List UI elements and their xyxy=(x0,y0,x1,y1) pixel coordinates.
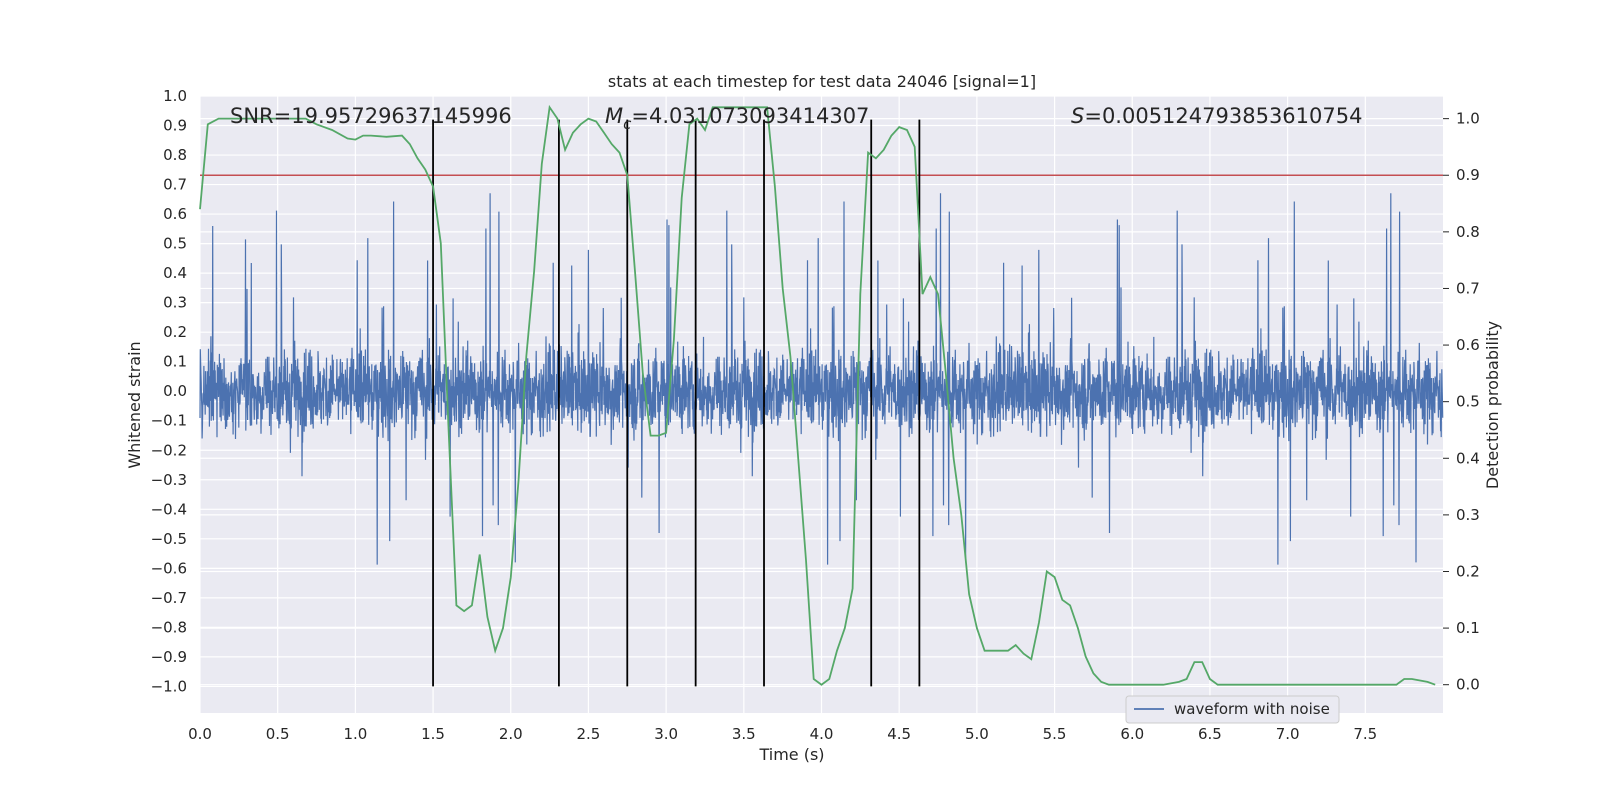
right-y-tick-label: 0.3 xyxy=(1456,506,1480,524)
y-axis-ticks: 1.0 0.9 0.8 0.7 0.6 0.5 0.4 0.3 0.2 0.1 0.0 −0.1 −0.… xyxy=(151,87,187,695)
annotations: SNR=19.95729637145996 Mc=4.0310730934143… xyxy=(230,104,1362,133)
y-tick-label: −1.0 xyxy=(151,677,187,695)
x-tick-label: 6.5 xyxy=(1198,725,1222,743)
x-tick-label: 0.0 xyxy=(188,725,212,743)
detection-probability-line xyxy=(199,104,1436,686)
x-axis-label: Time (s) xyxy=(758,745,824,764)
right-y-axis-label: Detection probability xyxy=(1483,321,1502,489)
x-tick-label: 1.5 xyxy=(421,725,445,743)
x-tick-label: 0.5 xyxy=(266,725,290,743)
x-tick-label: 5.5 xyxy=(1043,725,1067,743)
legend-box xyxy=(1125,695,1340,724)
y-tick-label: 0.6 xyxy=(163,205,187,223)
x-tick-label: 2.0 xyxy=(499,725,523,743)
legend-label-waveform: waveform with noise xyxy=(1174,700,1330,718)
x-axis-ticks: 0.0 0.5 1.0 1.5 2.0 2.5 3.0 3.5 4.0 4.5 5.0 5.5 6.0 6… xyxy=(188,725,1377,743)
right-y-tick-label: 1.0 xyxy=(1456,110,1480,128)
y-tick-label: −0.9 xyxy=(151,648,187,666)
x-tick-label: 7.5 xyxy=(1353,725,1377,743)
y-tick-label: 0.4 xyxy=(163,264,187,282)
y-tick-label: 0.8 xyxy=(163,146,187,164)
right-y-tick-label: 0.5 xyxy=(1456,393,1480,411)
y-tick-label: 0.9 xyxy=(163,117,187,135)
x-tick-label: 1.0 xyxy=(343,725,367,743)
y-tick-label: −0.7 xyxy=(151,589,187,607)
y-tick-label: 0.7 xyxy=(163,176,187,194)
waveform-trace xyxy=(199,193,1444,565)
x-tick-label: 7.0 xyxy=(1276,725,1300,743)
y-tick-label: 1.0 xyxy=(163,87,187,105)
y-tick-label: 0.2 xyxy=(163,323,187,341)
x-tick-label: 5.0 xyxy=(965,725,989,743)
right-y-tick-label: 0.8 xyxy=(1456,223,1480,241)
y-tick-label: −0.2 xyxy=(151,441,187,459)
event-markers xyxy=(432,119,921,687)
x-tick-label: 2.5 xyxy=(577,725,601,743)
chirp-mass-annotation: Mc=4.031073093414307 xyxy=(605,104,869,133)
legend: waveform with noise xyxy=(1125,695,1340,724)
chart-title: stats at each timestep for test data 240… xyxy=(608,72,1036,91)
right-y-axis-ticks: 1.0 0.9 0.8 0.7 0.6 0.5 0.4 0.3 0.2 0.1 0.0 xyxy=(1443,110,1480,694)
right-y-tick-label: 0.6 xyxy=(1456,336,1480,354)
right-y-tick-label: 0.4 xyxy=(1456,449,1480,467)
right-y-tick-label: 0.1 xyxy=(1456,619,1480,637)
y-tick-label: −0.1 xyxy=(151,412,187,430)
right-y-tick-label: 0.7 xyxy=(1456,279,1480,297)
snr-annotation: SNR=19.95729637145996 xyxy=(230,104,512,128)
y-tick-label: 0.0 xyxy=(163,382,187,400)
y-tick-label: −0.6 xyxy=(151,559,187,577)
right-y-tick-label: 0.0 xyxy=(1456,676,1480,694)
y-tick-label: 0.1 xyxy=(163,353,187,371)
right-y-tick-label: 0.9 xyxy=(1456,166,1480,184)
x-tick-label: 6.0 xyxy=(1120,725,1144,743)
y-axis-label: Whitened strain xyxy=(125,341,144,468)
y-tick-label: 0.3 xyxy=(163,294,187,312)
y-tick-label: −0.3 xyxy=(151,471,187,489)
x-tick-label: 3.0 xyxy=(654,725,678,743)
y-tick-label: −0.4 xyxy=(151,500,187,518)
s-annotation: S=0.005124793853610754 xyxy=(1071,104,1362,128)
x-tick-label: 4.5 xyxy=(887,725,911,743)
right-y-tick-label: 0.2 xyxy=(1456,562,1480,580)
y-tick-label: −0.5 xyxy=(151,530,187,548)
x-tick-label: 3.5 xyxy=(732,725,756,743)
x-tick-label: 4.0 xyxy=(810,725,834,743)
waveform-series xyxy=(199,193,1444,565)
y-tick-label: −0.8 xyxy=(151,618,187,636)
y-tick-label: 0.5 xyxy=(163,235,187,253)
